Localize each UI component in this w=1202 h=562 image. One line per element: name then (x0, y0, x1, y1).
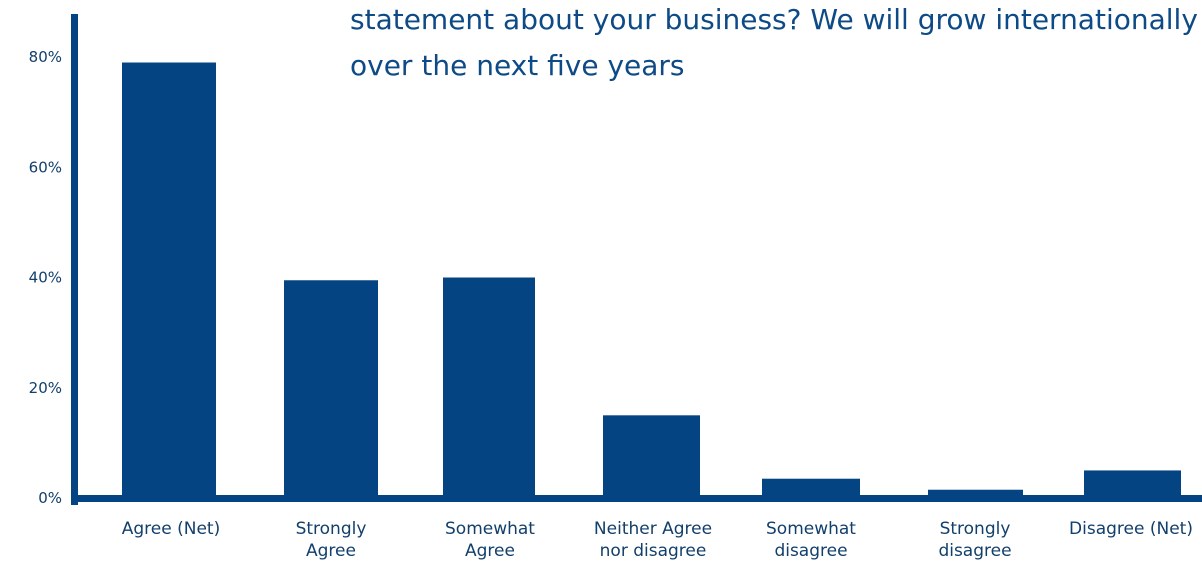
x-tick-label: Neither Agree (594, 519, 712, 539)
bar (928, 489, 1023, 498)
x-tick-label: Disagree (Net) (1069, 519, 1193, 539)
x-tick-label: Strongly (940, 519, 1011, 539)
bar (122, 62, 216, 498)
x-tick-label: Agree (Net) (122, 519, 220, 539)
x-tick-label: Somewhat (445, 519, 535, 539)
x-tick-label: Agree (306, 541, 356, 561)
bar (443, 277, 535, 498)
x-axis: Agree (Net) StronglyAgreeSomewhatAgreeNei… (71, 495, 1202, 561)
y-axis: 0% 20% 40% 60% 80% (29, 14, 78, 507)
y-axis-line (71, 14, 78, 505)
chart-title-line-2: over the next five years (350, 49, 685, 82)
y-tick-label: 0% (38, 489, 62, 507)
bar (762, 478, 860, 498)
x-tick-label: Agree (465, 541, 515, 561)
y-tick-label: 20% (29, 379, 62, 397)
bar (284, 280, 378, 498)
chart-title-line-1: statement about your business? We will g… (350, 3, 1198, 36)
x-axis-line (71, 495, 1202, 502)
bar (603, 415, 700, 498)
y-tick-label: 80% (29, 48, 62, 66)
x-tick-label: Strongly (296, 519, 367, 539)
x-tick-label: Somewhat (766, 519, 856, 539)
y-tick-label: 60% (29, 158, 62, 176)
x-tick-label: nor disagree (600, 541, 707, 561)
x-tick-label: disagree (774, 541, 847, 561)
bars (122, 62, 1181, 498)
y-tick-label: 40% (29, 269, 62, 287)
x-tick-label: disagree (938, 541, 1011, 561)
bar (1084, 470, 1181, 498)
